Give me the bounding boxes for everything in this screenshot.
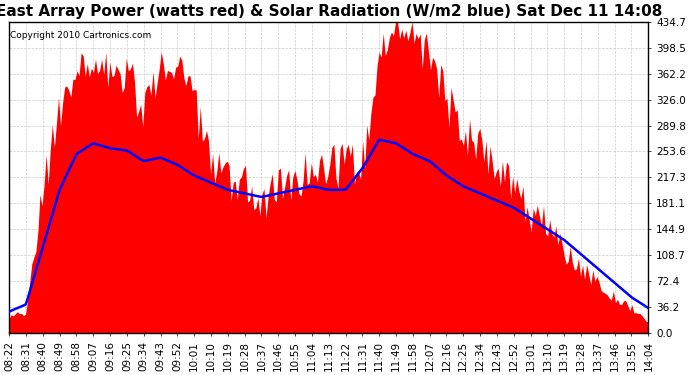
Text: Copyright 2010 Cartronics.com: Copyright 2010 Cartronics.com [10, 31, 152, 40]
Title: East Array Power (watts red) & Solar Radiation (W/m2 blue) Sat Dec 11 14:08: East Array Power (watts red) & Solar Rad… [0, 4, 662, 19]
